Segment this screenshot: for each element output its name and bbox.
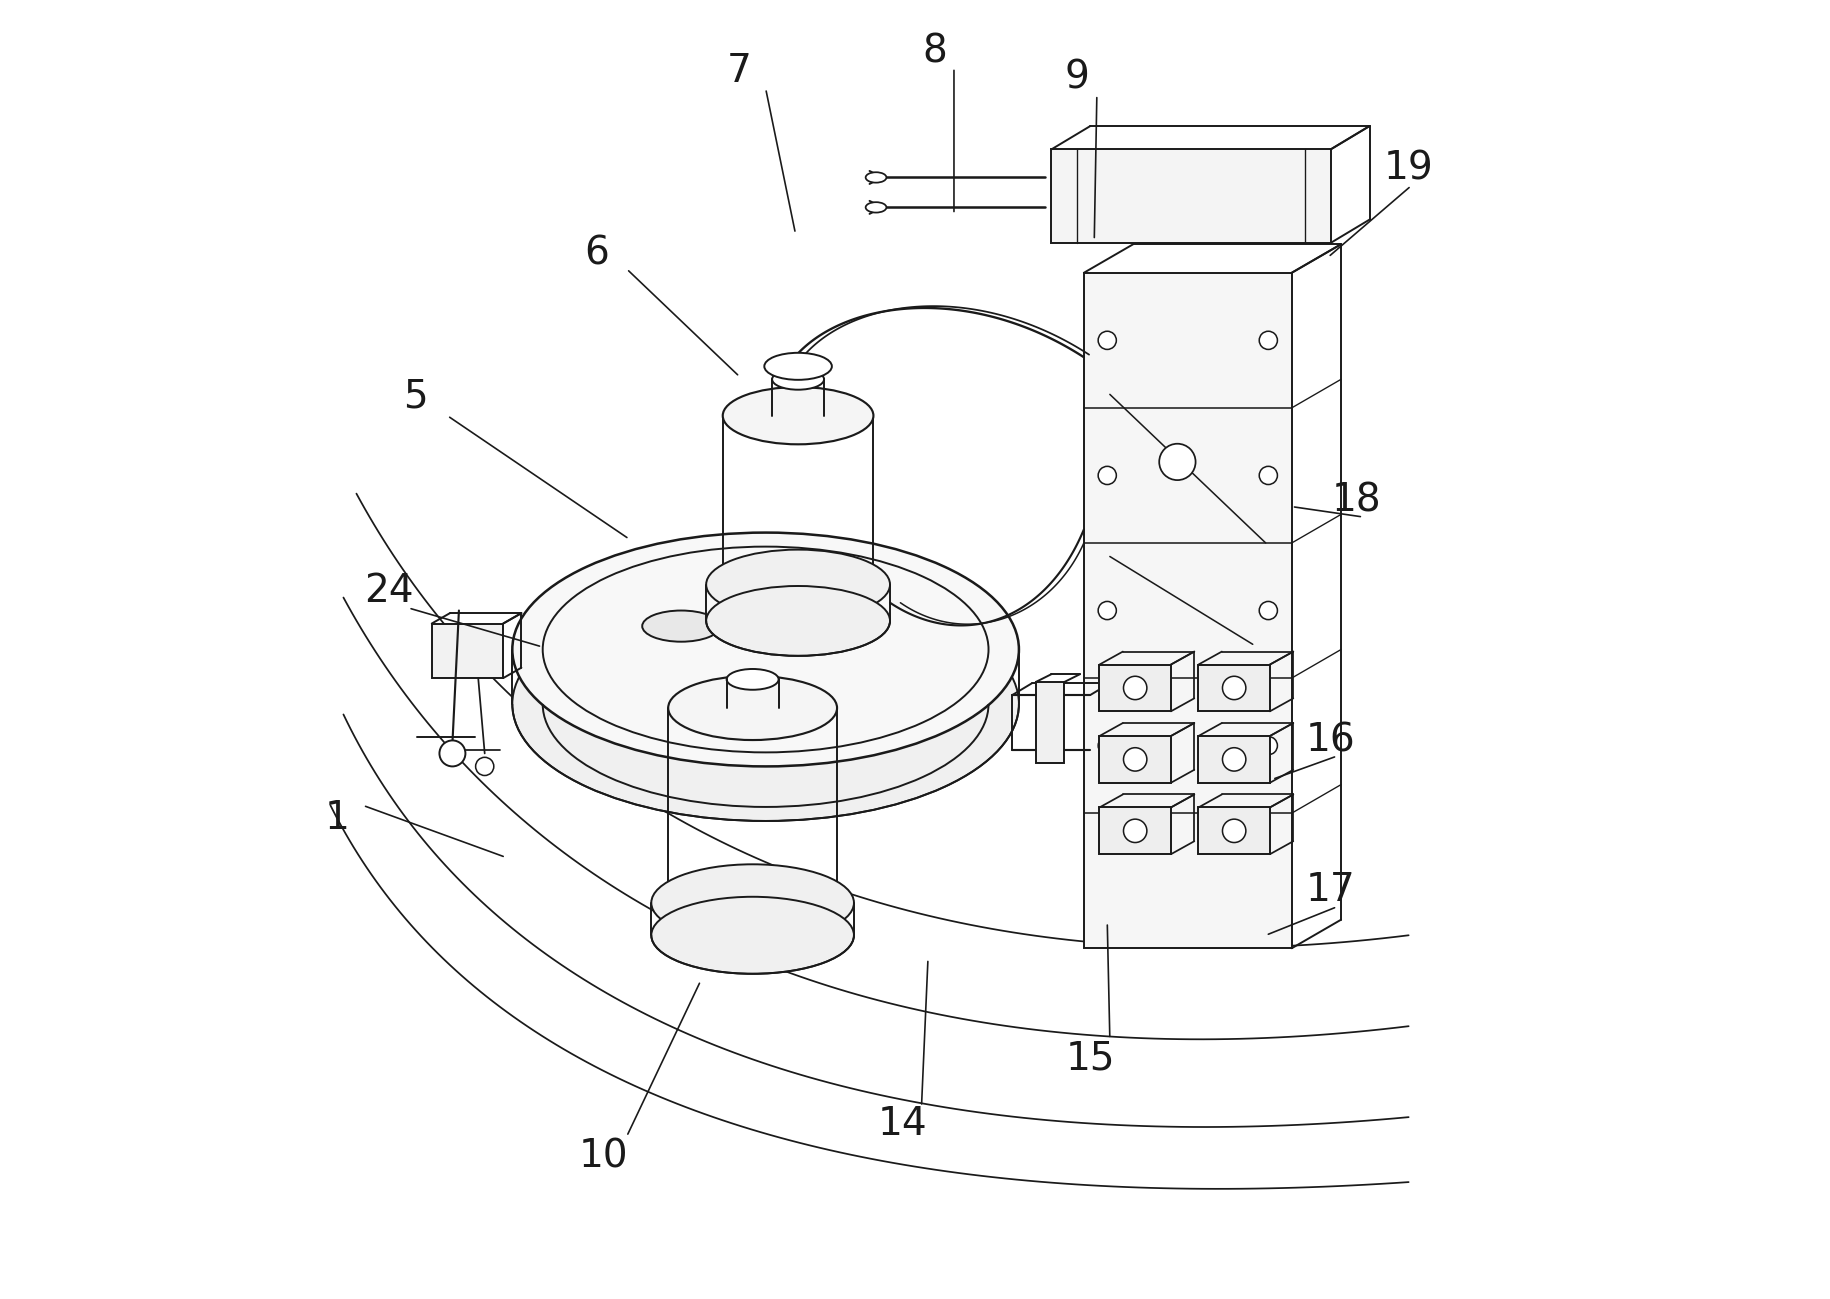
- Bar: [1100, 737, 1171, 783]
- Ellipse shape: [512, 533, 1019, 766]
- Ellipse shape: [706, 549, 889, 620]
- Circle shape: [476, 757, 494, 776]
- Text: 1: 1: [324, 799, 350, 838]
- Bar: [1052, 149, 1330, 243]
- Text: 18: 18: [1332, 481, 1382, 520]
- Text: 8: 8: [922, 32, 946, 71]
- Ellipse shape: [651, 896, 855, 974]
- Text: 14: 14: [877, 1104, 926, 1143]
- Ellipse shape: [765, 353, 833, 379]
- Circle shape: [1158, 444, 1195, 481]
- Text: 15: 15: [1065, 1039, 1114, 1078]
- Text: 10: 10: [578, 1137, 628, 1176]
- Circle shape: [1259, 737, 1277, 755]
- Circle shape: [1222, 748, 1246, 772]
- Text: 17: 17: [1307, 870, 1356, 909]
- Bar: [1083, 273, 1292, 948]
- Text: 5: 5: [403, 377, 426, 416]
- Text: 16: 16: [1307, 721, 1356, 760]
- Ellipse shape: [723, 387, 873, 444]
- Ellipse shape: [781, 624, 842, 650]
- Ellipse shape: [706, 586, 889, 656]
- Ellipse shape: [866, 203, 886, 213]
- Circle shape: [1222, 820, 1246, 843]
- Text: 7: 7: [727, 52, 752, 91]
- Bar: [1100, 665, 1171, 712]
- Bar: [1100, 808, 1171, 855]
- Text: 24: 24: [364, 572, 414, 611]
- Circle shape: [1259, 331, 1277, 349]
- Bar: [1199, 808, 1270, 855]
- Ellipse shape: [642, 611, 721, 642]
- Bar: [1199, 737, 1270, 783]
- Ellipse shape: [651, 864, 855, 942]
- Ellipse shape: [668, 675, 836, 740]
- Ellipse shape: [727, 669, 778, 690]
- Circle shape: [1098, 466, 1116, 485]
- Circle shape: [1222, 677, 1246, 700]
- Bar: [432, 624, 503, 678]
- Ellipse shape: [866, 173, 886, 183]
- Ellipse shape: [544, 547, 988, 752]
- Circle shape: [1124, 677, 1147, 700]
- Circle shape: [1259, 466, 1277, 485]
- Circle shape: [1259, 601, 1277, 620]
- Bar: [1199, 665, 1270, 712]
- Text: 6: 6: [584, 234, 609, 273]
- Ellipse shape: [512, 587, 1019, 821]
- Circle shape: [1124, 748, 1147, 772]
- Circle shape: [1098, 601, 1116, 620]
- Text: 9: 9: [1065, 58, 1091, 97]
- Ellipse shape: [772, 369, 824, 390]
- Ellipse shape: [668, 870, 836, 935]
- Circle shape: [1098, 737, 1116, 755]
- Circle shape: [1124, 820, 1147, 843]
- Text: 19: 19: [1383, 149, 1433, 188]
- Circle shape: [1098, 331, 1116, 349]
- Circle shape: [439, 740, 465, 766]
- Bar: [1036, 682, 1065, 763]
